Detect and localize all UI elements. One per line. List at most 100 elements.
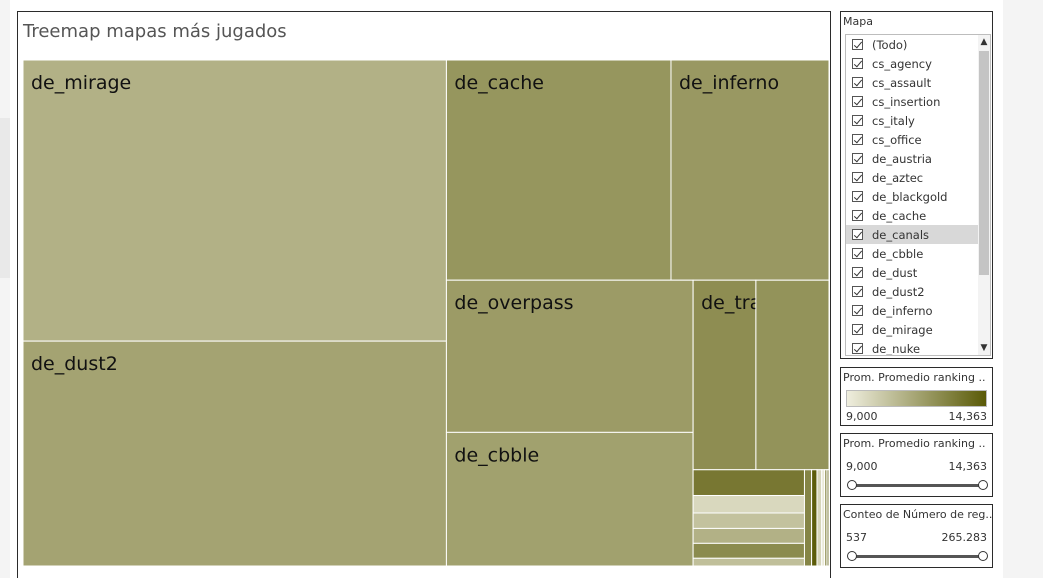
- filter-item[interactable]: cs_office: [846, 130, 978, 149]
- left-strip-notch: [0, 118, 10, 278]
- filter-item[interactable]: (Todo): [846, 35, 978, 54]
- checkbox-checked-icon[interactable]: [852, 172, 863, 183]
- treemap-tile-de_cbble[interactable]: [445, 431, 694, 566]
- color-legend-min: 9,000: [846, 410, 878, 423]
- scroll-down-icon[interactable]: ▼: [980, 343, 988, 353]
- count-range-min: 537: [846, 531, 867, 544]
- treemap-label-de_cache: de_cache: [454, 72, 544, 94]
- filter-item[interactable]: cs_insertion: [846, 92, 978, 111]
- filter-item-label: de_aztec: [872, 170, 924, 185]
- checkbox-checked-icon[interactable]: [852, 39, 863, 50]
- checkbox-checked-icon[interactable]: [852, 96, 863, 107]
- scroll-thumb[interactable]: [979, 51, 989, 275]
- filter-item[interactable]: de_blackgold: [846, 187, 978, 206]
- checkbox-checked-icon[interactable]: [852, 210, 863, 221]
- filter-item-label: cs_agency: [872, 56, 932, 71]
- checkbox-checked-icon[interactable]: [852, 77, 863, 88]
- ranking-range-track[interactable]: [852, 484, 984, 487]
- filter-item-label: de_austria: [872, 151, 932, 166]
- count-range-max: 265.283: [941, 531, 988, 544]
- chart-title: Treemap mapas más jugados: [23, 21, 287, 42]
- count-range-track[interactable]: [852, 555, 984, 558]
- checkbox-checked-icon[interactable]: [852, 305, 863, 316]
- treemap-tile-de_dust2[interactable]: [23, 340, 447, 566]
- filter-item[interactable]: de_dust2: [846, 282, 978, 301]
- treemap-label-de_mirage: de_mirage: [31, 72, 131, 94]
- filter-item-label: de_dust2: [872, 284, 925, 299]
- checkbox-checked-icon[interactable]: [852, 229, 863, 240]
- checkbox-checked-icon[interactable]: [852, 153, 863, 164]
- filter-item-label: cs_assault: [872, 75, 932, 90]
- checkbox-checked-icon[interactable]: [852, 115, 863, 126]
- filter-item[interactable]: de_inferno: [846, 301, 978, 320]
- filter-item[interactable]: de_dust: [846, 263, 978, 282]
- treemap-tile-de_cache[interactable]: [445, 60, 672, 281]
- treemap-tile-small[interactable]: [692, 542, 805, 559]
- filter-item-label: (Todo): [872, 37, 908, 52]
- treemap-tile-de_overpass[interactable]: [445, 279, 694, 433]
- ranking-range-max: 14,363: [948, 460, 988, 473]
- count-range-max-handle[interactable]: [978, 551, 988, 561]
- checkbox-checked-icon[interactable]: [852, 191, 863, 202]
- ranking-range-title: Prom. Promedio ranking ..: [843, 437, 986, 450]
- filter-item-label: cs_insertion: [872, 94, 941, 109]
- filter-item-label: de_canals: [872, 227, 930, 242]
- count-range-title: Conteo de Número de reg..: [843, 508, 993, 521]
- filter-item-label: de_cache: [872, 208, 927, 223]
- map-filter-card: Mapa ▲ ▼ (Todo) cs_agency cs_assault cs_ins…: [840, 11, 993, 359]
- filter-item[interactable]: de_cbble: [846, 244, 978, 263]
- treemap-tile-small[interactable]: [803, 469, 813, 566]
- treemap-tile-de_train[interactable]: [692, 279, 757, 471]
- filter-item[interactable]: de_canals: [846, 225, 978, 244]
- checkbox-checked-icon[interactable]: [852, 286, 863, 297]
- filter-item-label: de_dust: [872, 265, 918, 280]
- treemap-tile-small[interactable]: [826, 469, 829, 566]
- treemap-label-de_inferno: de_inferno: [679, 72, 779, 94]
- treemap-tile-small[interactable]: [692, 527, 805, 544]
- filter-item[interactable]: de_cache: [846, 206, 978, 225]
- filter-item[interactable]: de_nuke: [846, 339, 978, 356]
- color-legend-max: 14,363: [948, 410, 988, 423]
- treemap-tile-small[interactable]: [811, 469, 818, 566]
- checkbox-checked-icon[interactable]: [852, 343, 863, 354]
- map-filter-list[interactable]: ▲ ▼ (Todo) cs_agency cs_assault cs_insertio…: [845, 34, 991, 356]
- filter-item[interactable]: de_mirage: [846, 320, 978, 339]
- ranking-range-max-handle[interactable]: [978, 480, 988, 490]
- filter-item[interactable]: cs_assault: [846, 73, 978, 92]
- filter-item[interactable]: cs_italy: [846, 111, 978, 130]
- count-range-filter: Conteo de Número de reg.. 537 265.283: [840, 504, 993, 568]
- filter-item-label: cs_italy: [872, 113, 915, 128]
- treemap-tile-small[interactable]: [692, 469, 805, 496]
- treemap-worksheet: Treemap mapas más jugados de_mirage de_du…: [17, 11, 831, 578]
- filter-item-label: cs_office: [872, 132, 922, 147]
- checkbox-checked-icon[interactable]: [852, 324, 863, 335]
- filter-item[interactable]: de_aztec: [846, 168, 978, 187]
- treemap-tile-de_mirage[interactable]: [23, 60, 447, 342]
- ranking-range-min-handle[interactable]: [847, 480, 857, 490]
- ranking-range-filter: Prom. Promedio ranking .. 9,000 14,363: [840, 433, 993, 497]
- treemap-label-de_dust2: de_dust2: [31, 353, 118, 375]
- scroll-up-icon[interactable]: ▲: [980, 37, 988, 47]
- filter-item-label: de_cbble: [872, 246, 924, 261]
- treemap-tile-small[interactable]: [692, 557, 805, 566]
- right-strip: [1003, 0, 1043, 578]
- checkbox-checked-icon[interactable]: [852, 267, 863, 278]
- color-legend-card: Prom. Promedio ranking .. 9,000 14,363: [840, 367, 993, 426]
- treemap-chart: de_mirage de_dust2 de_cache de_inferno de_ov…: [23, 60, 829, 566]
- filter-item[interactable]: de_austria: [846, 149, 978, 168]
- filter-item[interactable]: cs_agency: [846, 54, 978, 73]
- treemap-tile-small[interactable]: [755, 279, 829, 471]
- filter-item-label: de_blackgold: [872, 189, 948, 204]
- checkbox-checked-icon[interactable]: [852, 58, 863, 69]
- treemap-tile-small[interactable]: [692, 512, 805, 529]
- checkbox-checked-icon[interactable]: [852, 248, 863, 259]
- map-filter-title: Mapa: [843, 15, 873, 28]
- treemap-tile-small[interactable]: [692, 494, 805, 514]
- filter-item-label: de_nuke: [872, 341, 921, 356]
- filter-scrollbar[interactable]: ▲ ▼: [978, 35, 990, 355]
- left-strip: [0, 0, 10, 578]
- treemap-tile-small[interactable]: [816, 469, 823, 566]
- checkbox-checked-icon[interactable]: [852, 134, 863, 145]
- treemap-label-de_cbble: de_cbble: [454, 444, 539, 466]
- count-range-min-handle[interactable]: [847, 551, 857, 561]
